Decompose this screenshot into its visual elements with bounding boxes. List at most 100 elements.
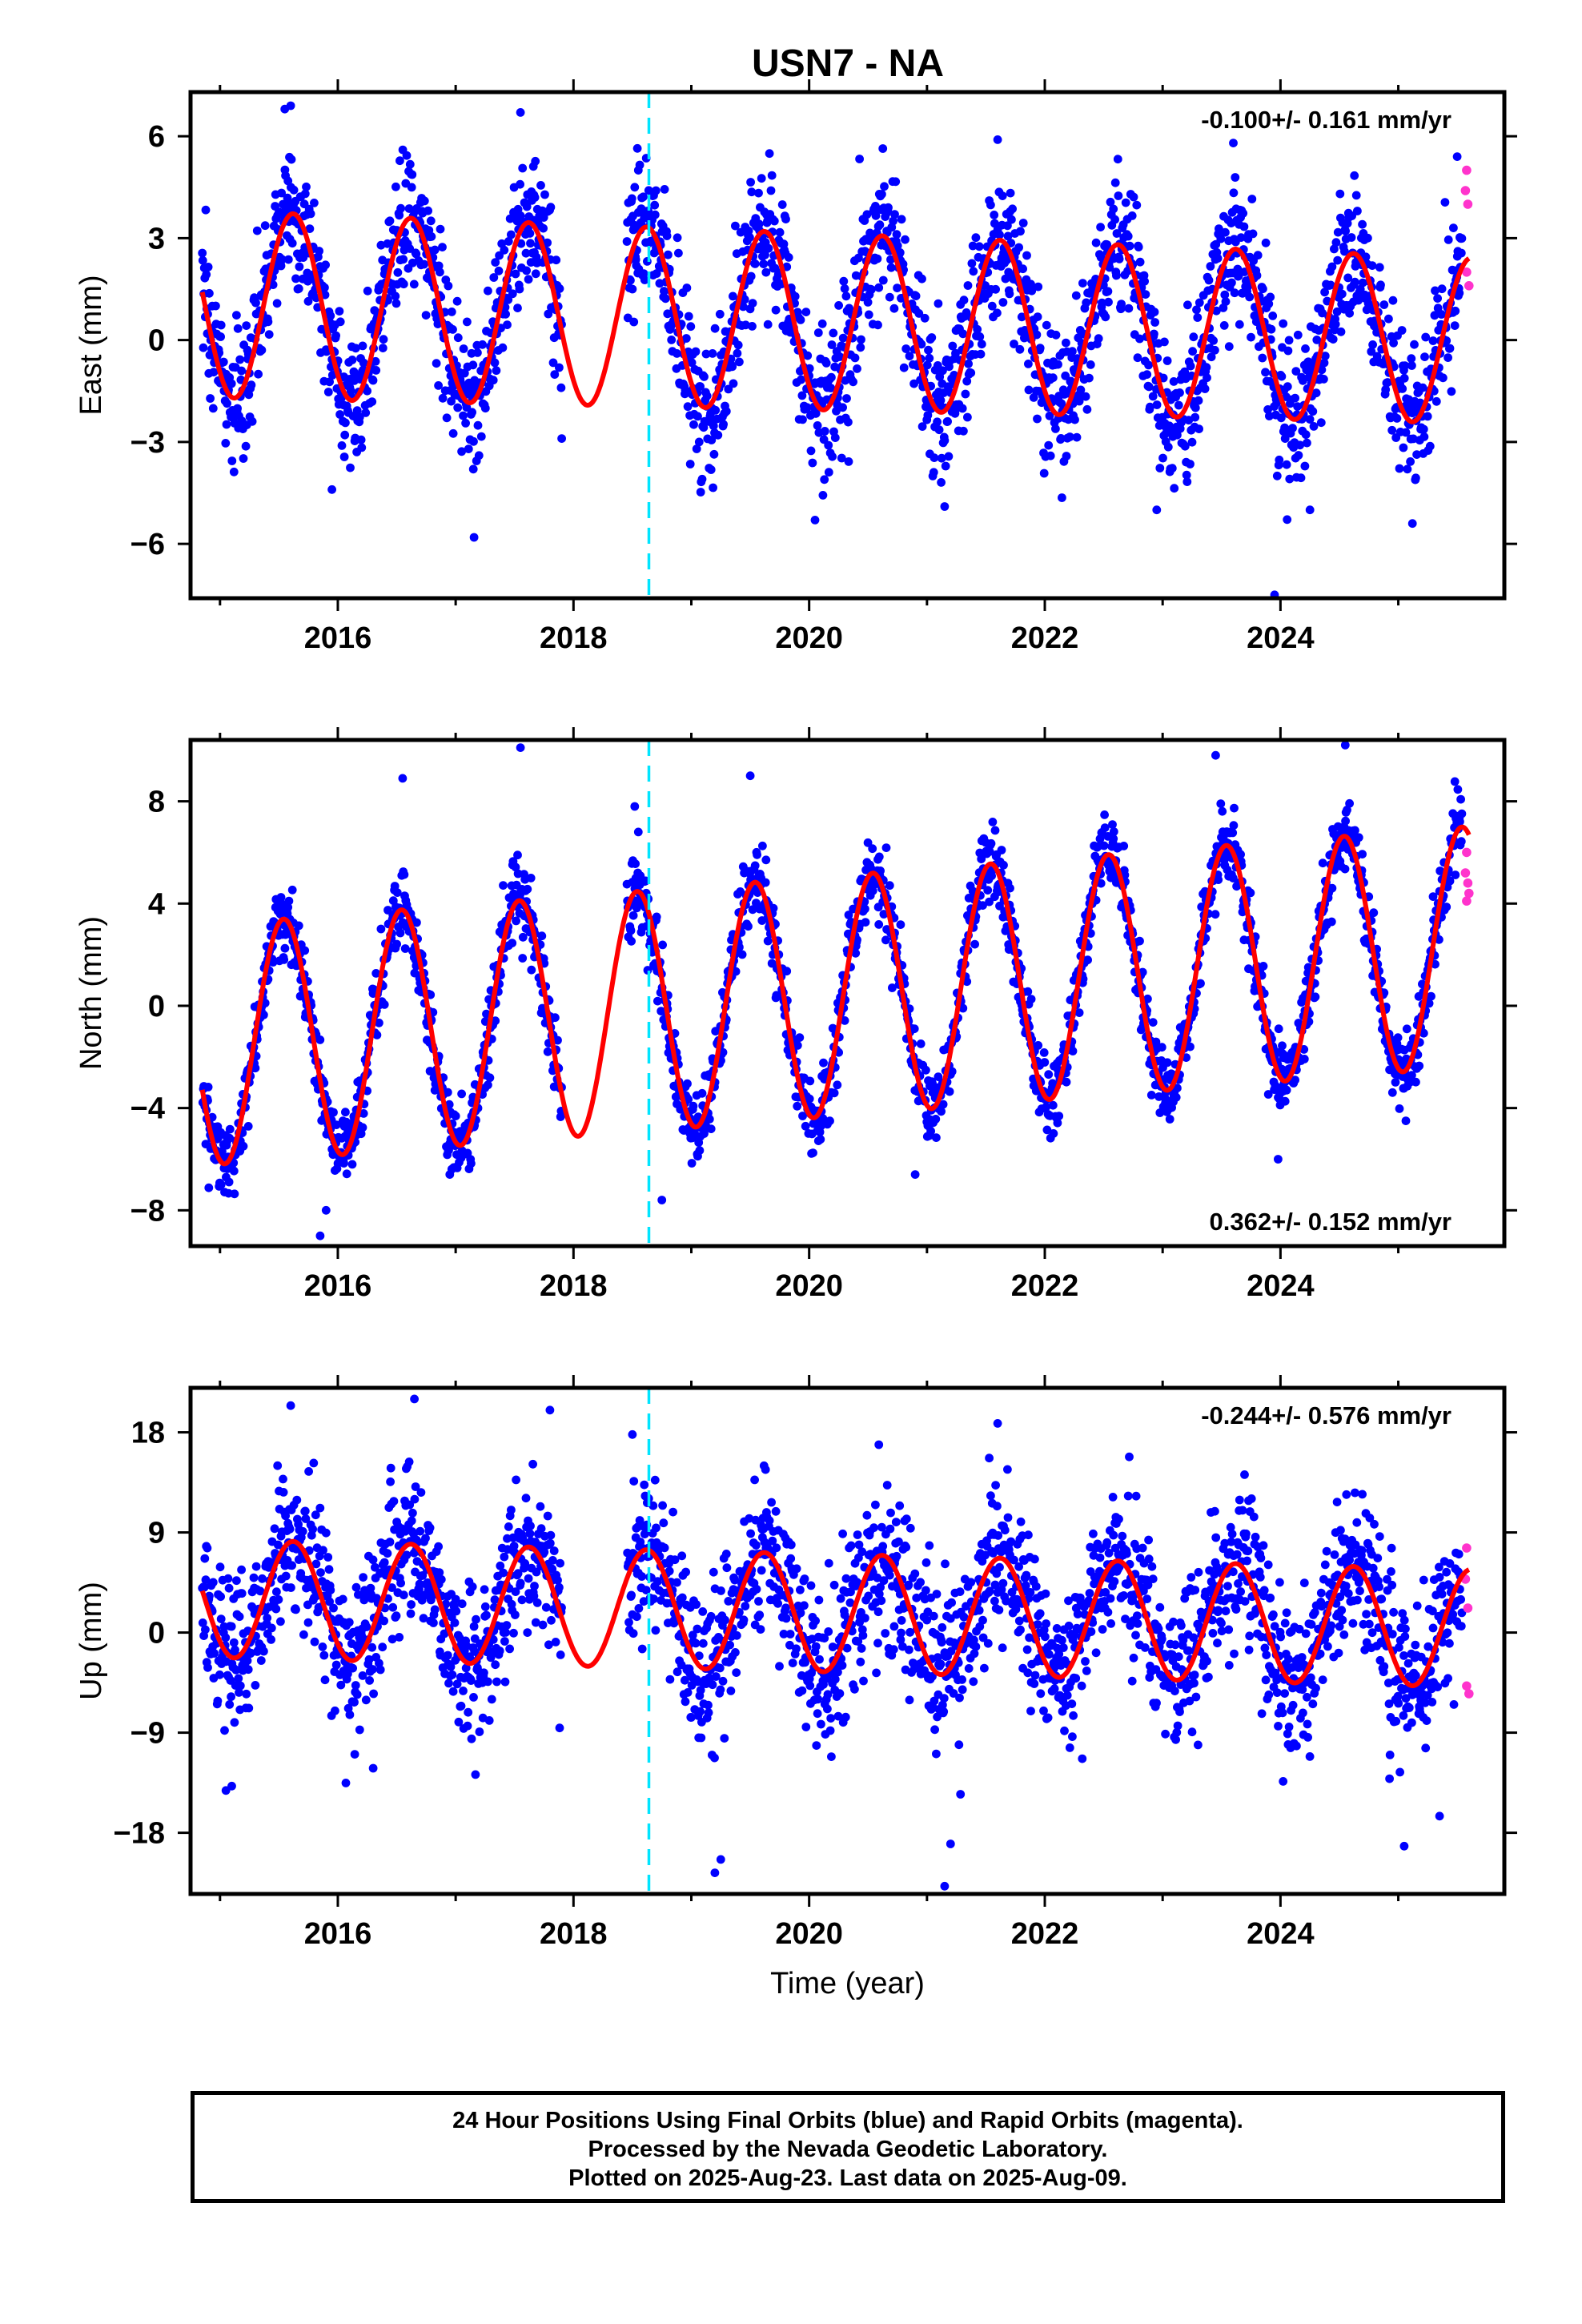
data-point [1388, 296, 1398, 305]
data-point [948, 341, 958, 351]
data-point [1135, 257, 1145, 267]
data-point [1099, 841, 1109, 850]
data-point [1283, 515, 1292, 525]
data-point [375, 1018, 383, 1027]
data-point [229, 1166, 239, 1176]
data-point [405, 159, 415, 169]
data-point [1132, 200, 1142, 210]
data-point [1363, 233, 1372, 243]
data-point [489, 273, 499, 282]
data-point [557, 434, 566, 443]
data-point [1112, 229, 1122, 238]
data-point [844, 417, 853, 427]
data-point [1387, 1088, 1397, 1097]
data-point [809, 1148, 817, 1157]
data-point [1124, 304, 1134, 313]
data-point [863, 838, 873, 847]
data-point [1246, 888, 1255, 898]
data-point [358, 341, 367, 351]
data-point [879, 910, 889, 919]
data-point [626, 275, 635, 285]
data-point [239, 454, 248, 463]
data-point [445, 1170, 455, 1179]
data-point [661, 294, 670, 304]
data-point [840, 1016, 849, 1025]
data-point [1406, 457, 1415, 466]
data-point [763, 936, 773, 946]
data-point [351, 1582, 361, 1592]
data-point [1016, 227, 1025, 236]
data-point [260, 999, 270, 1007]
data-point [1224, 342, 1234, 352]
data-point [201, 1575, 211, 1585]
data-point [202, 270, 211, 279]
data-point [706, 1124, 716, 1133]
data-point [555, 284, 564, 293]
data-point [1305, 505, 1315, 515]
model-fit-line [199, 824, 1472, 1167]
data-point [1345, 308, 1354, 318]
data-point [1455, 288, 1464, 298]
data-point [1072, 432, 1082, 442]
data-point [291, 1605, 300, 1614]
data-point [322, 347, 331, 356]
data-point [305, 224, 315, 233]
data-point [1221, 297, 1231, 306]
x-tick-label: 2022 [1011, 621, 1079, 655]
data-point [1218, 806, 1227, 816]
data-point [1291, 393, 1299, 403]
data-point [1160, 337, 1169, 347]
data-point [1193, 313, 1203, 322]
data-point [291, 274, 300, 283]
data-point [1042, 1103, 1050, 1112]
data-point [1410, 340, 1419, 349]
data-point [294, 921, 303, 931]
data-point [543, 238, 552, 247]
data-point [399, 255, 408, 264]
data-point [748, 299, 757, 308]
data-point [526, 239, 535, 248]
data-point [1351, 277, 1359, 287]
data-point [639, 269, 648, 278]
data-point [1204, 275, 1214, 285]
data-point [281, 1511, 290, 1521]
data-point [1163, 442, 1173, 452]
data-point [225, 1124, 235, 1134]
data-point [525, 229, 535, 238]
data-point [227, 1692, 235, 1702]
data-point [451, 1112, 460, 1120]
data-point [1407, 1071, 1416, 1080]
data-point [453, 333, 463, 343]
data-point [1045, 411, 1054, 420]
data-point [656, 1007, 666, 1015]
data-point [347, 356, 357, 364]
data-point [708, 349, 717, 358]
data-point [285, 1524, 295, 1534]
data-point [251, 298, 260, 308]
data-point [728, 362, 737, 372]
data-point [737, 950, 747, 959]
data-point [400, 870, 409, 879]
data-point [880, 182, 889, 191]
data-point [824, 440, 833, 450]
data-point [348, 1663, 357, 1673]
data-point [254, 369, 263, 379]
data-point [247, 380, 256, 390]
data-point [264, 330, 274, 339]
data-point [1399, 373, 1409, 383]
data-point [315, 247, 323, 255]
data-point [701, 349, 711, 359]
data-point [338, 1594, 347, 1604]
data-point [886, 255, 895, 264]
data-point [1309, 422, 1319, 431]
data-point [871, 211, 881, 220]
data-point [1293, 402, 1302, 411]
data-point [681, 334, 691, 343]
data-point [361, 408, 371, 417]
data-point [685, 460, 695, 468]
data-point [674, 248, 683, 258]
data-point [310, 199, 319, 207]
data-point [1350, 171, 1359, 180]
x-tick-label: 2016 [304, 621, 372, 655]
data-point [233, 404, 242, 413]
